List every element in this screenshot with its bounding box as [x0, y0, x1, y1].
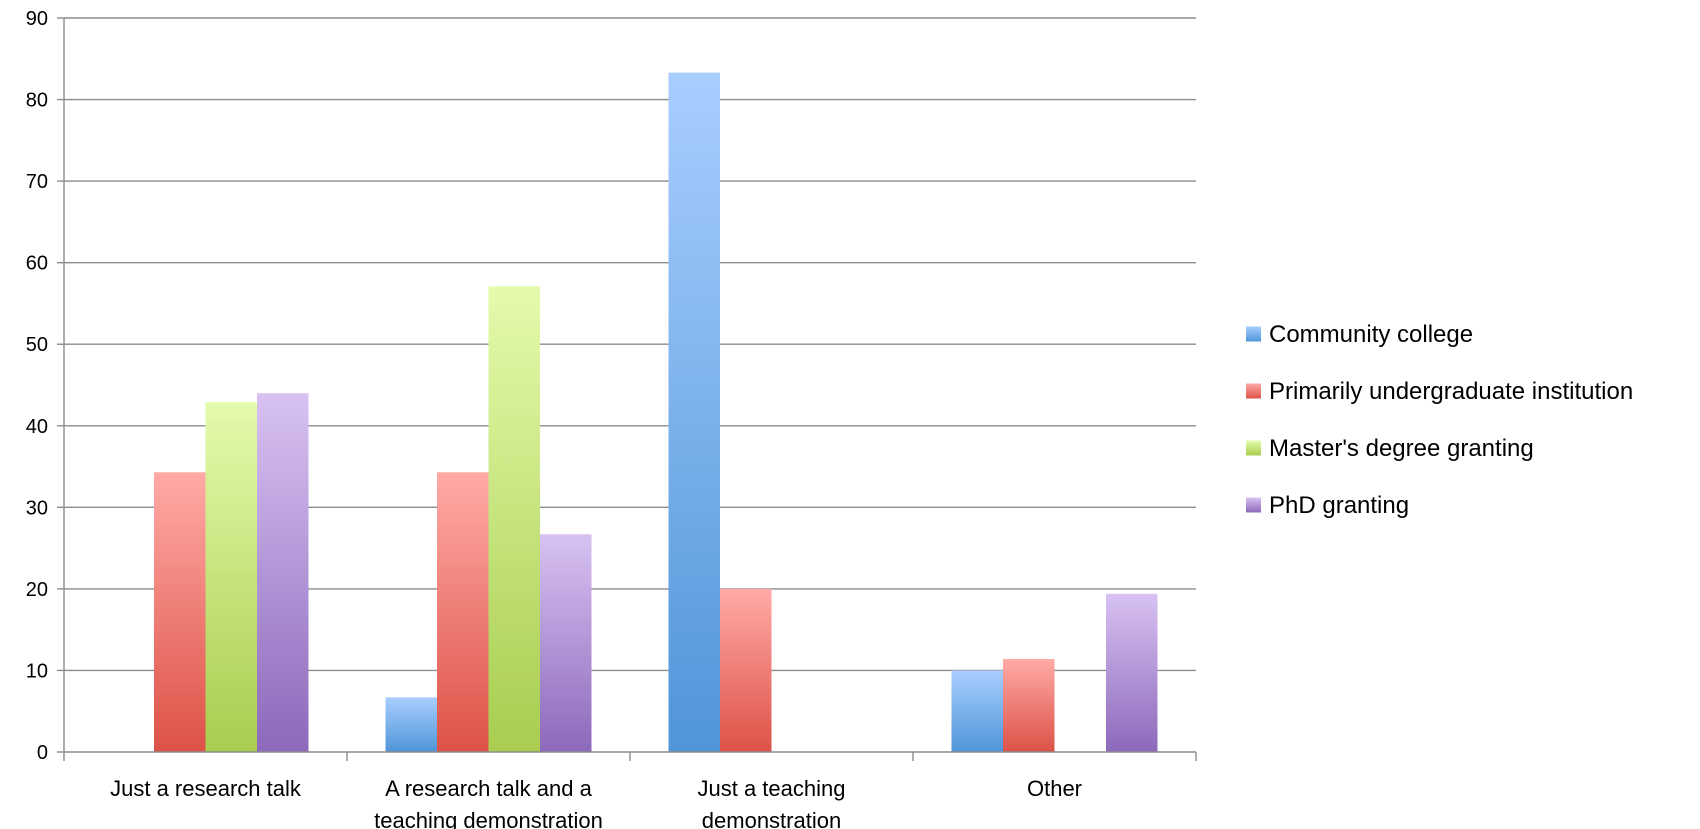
axes	[57, 17, 1197, 761]
bar-master-s-degree-granting-1	[488, 286, 540, 752]
y-tick-label: 50	[26, 334, 48, 356]
legend: Community college Primarily undergraduate…	[1246, 321, 1633, 519]
legend-label: Master's degree granting	[1269, 435, 1534, 462]
x-category-label: A research talk and a	[385, 776, 592, 801]
legend-swatch	[1246, 440, 1261, 456]
bar-primarily-undergraduate-institution-1	[437, 472, 489, 752]
x-category-label: demonstration	[702, 808, 841, 829]
y-tick-label: 30	[26, 497, 48, 519]
y-tick-label: 90	[26, 8, 48, 30]
y-tick-label: 40	[26, 416, 48, 438]
labels: 0 10 20 30 40 50 60 70 80 90 Just a research talk A…	[26, 8, 1082, 829]
legend-swatch	[1246, 497, 1261, 513]
bar-community-college-3	[951, 670, 1003, 752]
x-category-label: teaching demonstration	[374, 808, 603, 829]
x-category-label: Just a research talk	[110, 776, 302, 801]
bar-phd-granting-3	[1106, 593, 1158, 752]
bar-primarily-undergraduate-institution-0	[154, 472, 206, 752]
bar-phd-granting-1	[540, 534, 592, 752]
bar-community-college-2	[668, 72, 720, 753]
bar-phd-granting-0	[257, 393, 309, 752]
legend-label: Primarily undergraduate institution	[1269, 378, 1633, 405]
x-category-label: Other	[1027, 776, 1082, 801]
legend-label: PhD granting	[1269, 492, 1409, 519]
bars	[154, 72, 1158, 753]
legend-swatch	[1246, 326, 1261, 342]
bar-primarily-undergraduate-institution-3	[1003, 659, 1055, 752]
y-tick-label: 80	[26, 90, 48, 112]
x-category-label: Just a teaching	[698, 776, 846, 801]
legend-swatch	[1246, 383, 1261, 399]
y-tick-label: 70	[26, 171, 48, 193]
bar-community-college-1	[385, 697, 437, 752]
bar-master-s-degree-granting-0	[205, 402, 257, 752]
legend-label: Community college	[1269, 321, 1473, 348]
y-tick-label: 10	[26, 660, 48, 682]
y-tick-label: 20	[26, 579, 48, 601]
y-tick-label: 0	[37, 742, 48, 764]
bar-primarily-undergraduate-institution-2	[720, 588, 772, 752]
y-tick-label: 60	[26, 253, 48, 275]
